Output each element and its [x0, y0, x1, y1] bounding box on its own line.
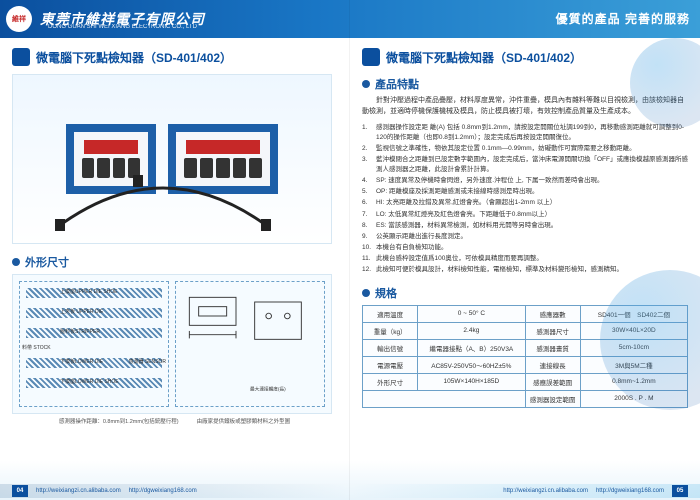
feature-item: 3.藍沖模閉合之距離到已設定數字範圍內，設定完成后，當沖床電源開關切換「OFF」… — [362, 155, 688, 175]
feature-item: 5.OP: 距離模座及採測距離感測或未接線時感測是時出現。 — [362, 187, 688, 197]
footer-url: http://dgweixiang168.com — [129, 488, 197, 494]
table-row: 重量（kg）2.4kg感測器尺寸30W×40L×20D — [363, 322, 688, 339]
svg-text:最大連接觸度(長): 最大連接觸度(長) — [250, 386, 286, 393]
table-row: 適用溫度0 ~ 50° C感應器數SD401一個 SD402二個 — [363, 305, 688, 322]
feature-item: 10.本機台有自負檢知功能。 — [362, 243, 688, 253]
left-title-text: 微電腦下死點檢知器（SD-401/402） — [36, 49, 232, 66]
table-row: 電源電壓AC85V-250V50～60HZ±5%連接線長3M與5M二種 — [363, 356, 688, 373]
page-number-left: 04 — [12, 485, 28, 497]
left-page: 微電腦下死點檢知器（SD-401/402） 外形尺寸 上模座UPPER DIE … — [0, 0, 350, 500]
features-list: 1.感測器操作設定距 離(A) 包括 0.8mm到1.2mm，請按設定開關位址調… — [362, 123, 688, 275]
table-row: 感測器設定範圍2000S . P . M — [363, 390, 688, 407]
section-features-head: 產品特點 — [362, 76, 688, 92]
right-title: 微電腦下死點檢知器（SD-401/402） — [362, 48, 688, 66]
dim-footnote: 感測器操作距離：0.8mm到1.2mm(包括銃壓行程) 由廠家提供鐵板或塑膠類材… — [12, 417, 337, 425]
features-intro: 針對沖壓過程中產品疊壓，材料厚度異常，沖件重疊，模具內有雜料等難以目視檢測，由該… — [362, 96, 688, 117]
section-spec-head: 規格 — [362, 285, 688, 301]
spec-table: 適用溫度0 ~ 50° C感應器數SD401一個 SD402二個重量（kg）2.… — [362, 305, 688, 408]
feature-item: 9.公英顯示距離出進行長度測定。 — [362, 232, 688, 242]
dim-block-2: 最大連接觸度(長) — [175, 281, 325, 407]
title-cap-icon — [12, 48, 30, 66]
title-cap-icon — [362, 48, 380, 66]
feature-item: 7.LO: 太低異常紅燈亮及紅色燈會亮。下距離低于0.8mm以上） — [362, 210, 688, 220]
right-title-text: 微電腦下死點檢知器（SD-401/402） — [386, 49, 582, 66]
page-number-right: 05 — [672, 485, 688, 497]
product-photo — [12, 74, 332, 244]
feature-item: 6.HI: 太亮距離及拉錯及異常,紅燈會亮。（會顯超出1-2mm 以上） — [362, 198, 688, 208]
feature-item: 1.感測器操作設定距 離(A) 包括 0.8mm到1.2mm，請按設定開關位址調… — [362, 123, 688, 143]
dimension-diagram: 上模座UPPER DIE SHOE 上夾板 UPPER DIE 脫料板STRIP… — [12, 274, 332, 414]
cable-icon — [43, 173, 283, 233]
right-page: 微電腦下死點檢知器（SD-401/402） 產品特點 針對沖壓過程中產品疊壓，材… — [350, 0, 700, 500]
feature-item: 12.此檢知可便於模具設計，材料檢知性能，電樞檢知，標準及材料變形檢知，感測精知… — [362, 265, 688, 275]
feature-item: 8.ES: 當該感測器，材料異常檢測，如材料用光開等另時會出現。 — [362, 221, 688, 231]
dim-block-1: 上模座UPPER DIE SHOE 上夾板 UPPER DIE 脫料板STRIP… — [19, 281, 169, 407]
section-dim-head: 外形尺寸 — [12, 254, 337, 270]
left-title: 微電腦下死點檢知器（SD-401/402） — [12, 48, 337, 66]
footer-url: http://weixiangzi.cn.alibaba.com — [36, 488, 121, 494]
feature-item: 2.監視信號之準確性，物依其設定位置 0.1mm—0.99mm，妨礙動作可實際需… — [362, 144, 688, 154]
section-dim-label: 外形尺寸 — [25, 254, 69, 270]
table-row: 外形尺寸105W×140H×185D感應誤差範圍0.8mm~1.2mm — [363, 373, 688, 390]
feature-item: 4.SP: 速度異常及停機時會閃燈，另外速度.沖程位 上, 下属一致然而差時會出… — [362, 176, 688, 186]
page-footer: 04 http://weixiangzi.cn.alibaba.com http… — [0, 484, 700, 498]
table-row: 輸出信號繼電器接點（A、B）250V3A感測器畫質5cm-10cm — [363, 339, 688, 356]
footer-url: http://weixiangzi.cn.alibaba.com — [503, 488, 588, 494]
footer-url: http://dgweixiang168.com — [596, 488, 664, 494]
feature-item: 11.此機台感枠設定值爲100奧位，可依模具精度而要再調整。 — [362, 254, 688, 264]
